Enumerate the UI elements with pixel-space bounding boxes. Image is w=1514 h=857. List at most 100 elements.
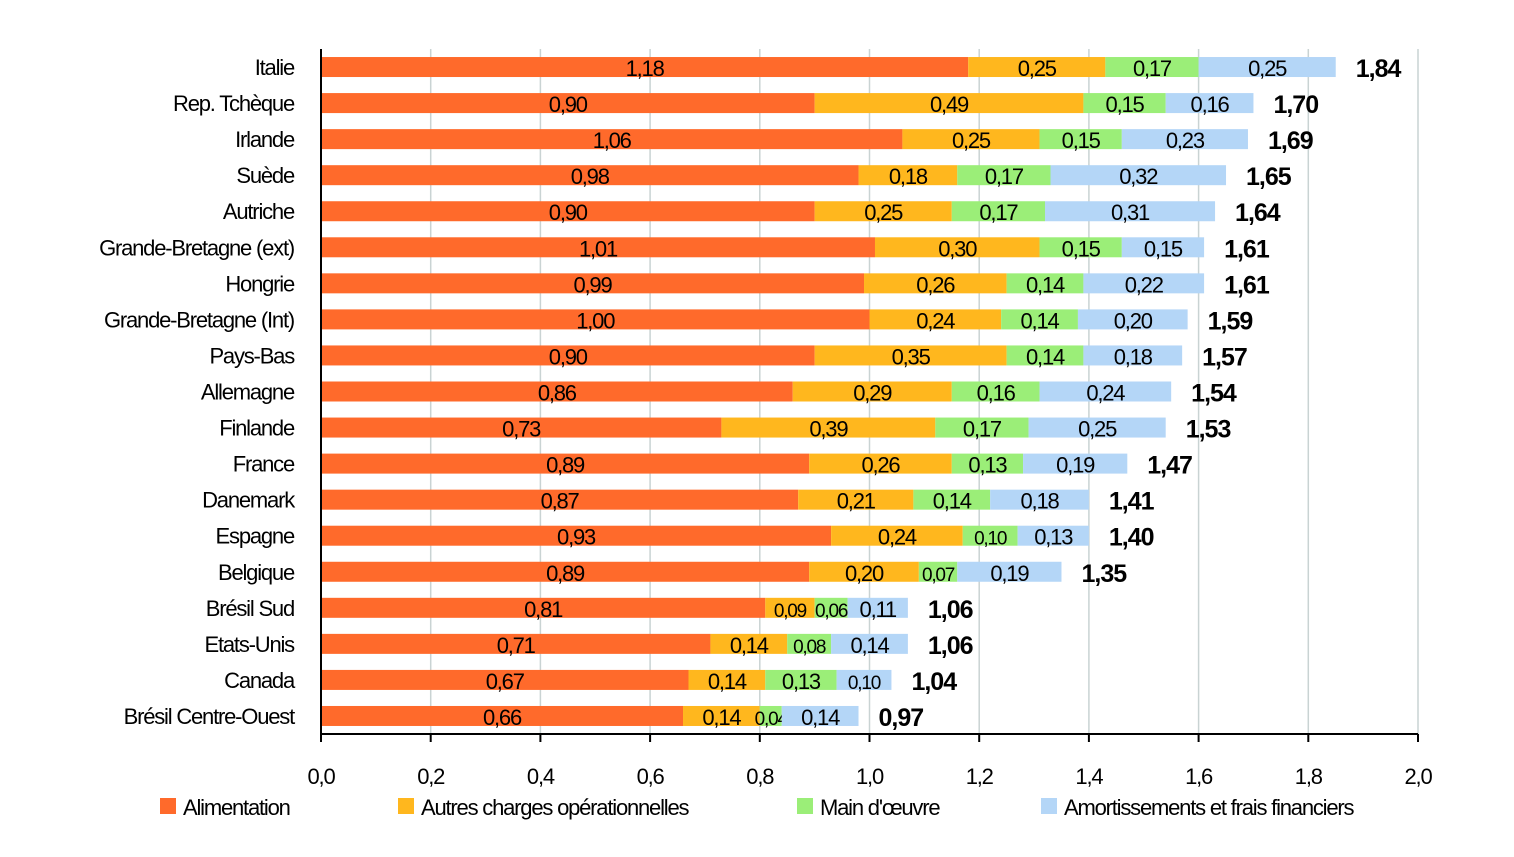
x-tick-label: 1,2: [966, 764, 994, 789]
bar-segment: [321, 57, 969, 78]
data-label: 0,16: [977, 381, 1016, 406]
data-label: 0,10: [848, 673, 881, 694]
data-label: 0,71: [497, 633, 536, 658]
total-label: 1,70: [1273, 91, 1318, 119]
bar-segment: [1077, 309, 1188, 330]
category-label: Finlande: [219, 416, 295, 441]
x-tick-label: 0,2: [417, 764, 445, 789]
data-label: 0,15: [1062, 128, 1101, 153]
bar-segment: [913, 489, 991, 510]
bar-segment: [721, 417, 936, 438]
bar-segment: [957, 561, 1062, 582]
data-label: 0,81: [524, 597, 563, 622]
bar-segment: [1165, 93, 1254, 114]
data-label: 0,14: [1021, 308, 1060, 333]
bar-segment: [321, 597, 766, 618]
category-label: Brésil Sud: [206, 596, 294, 621]
bar-segment: [847, 597, 908, 618]
bar-segment: [1001, 309, 1078, 330]
category-label: Rep. Tchèque: [173, 91, 295, 116]
data-label: 0,19: [1056, 453, 1095, 478]
bar-segment: [1017, 525, 1089, 546]
total-label: 1,54: [1191, 380, 1237, 408]
data-label: 0,07: [922, 565, 955, 586]
legend: Alimentation Autres charges opérationnell…: [160, 795, 1356, 820]
bar-segment: [765, 669, 837, 690]
bar-segment: [831, 633, 908, 654]
bar-segment: [1105, 57, 1199, 78]
data-label: 0,13: [1034, 525, 1073, 550]
total-label: 1,47: [1147, 452, 1192, 480]
bar-segment: [962, 525, 1018, 546]
data-label: 0,24: [878, 525, 917, 550]
bar-segment: [792, 381, 952, 402]
data-label: 0,14: [730, 633, 769, 658]
bar-segment: [321, 309, 870, 330]
bar-segment: [1121, 129, 1248, 150]
data-label: 0,29: [853, 381, 892, 406]
data-label: 0,18: [1021, 489, 1060, 514]
category-label: Pays-Bas: [209, 343, 295, 368]
bar-segment: [321, 669, 689, 690]
bar-segment: [935, 417, 1029, 438]
category-label: Suède: [236, 163, 295, 188]
category-label: Espagne: [216, 524, 295, 549]
bar-segment: [836, 669, 892, 690]
bars: 1,18 0,25 0,17 0,25 1,84 0,90 0,49 0,15 0,16 1,70…: [321, 55, 1402, 732]
bar-segment: [321, 273, 865, 294]
bar-segment: [864, 273, 1007, 294]
data-label: 0,26: [916, 272, 955, 297]
data-label: 0,99: [573, 272, 612, 297]
total-label: 1,40: [1109, 524, 1154, 552]
data-label: 0,14: [850, 633, 889, 658]
bar-segment: [1083, 93, 1166, 114]
category-label: Canada: [224, 668, 296, 693]
data-label: 0,17: [1133, 56, 1172, 81]
data-label: 0,26: [861, 453, 900, 478]
category-label: Grande-Bretagne (ext): [99, 235, 294, 260]
bar-segment: [321, 345, 815, 366]
data-label: 0,14: [1026, 272, 1065, 297]
data-label: 0,25: [1078, 417, 1117, 442]
data-label: 0,24: [1086, 381, 1125, 406]
bar-segment: [951, 453, 1024, 474]
data-label: 0,49: [930, 92, 969, 117]
bar-segment: [951, 201, 1046, 222]
data-label: 0,09: [774, 601, 807, 622]
data-label: 0,13: [968, 453, 1007, 478]
category-label: Etats-Unis: [205, 632, 296, 657]
data-label: 0,87: [541, 489, 580, 514]
x-tick-label: 1,0: [856, 764, 884, 789]
total-label: 1,06: [928, 632, 973, 660]
data-label: 0,22: [1125, 272, 1164, 297]
category-label: Brésil Centre-Ouest: [124, 704, 295, 729]
x-tick-label: 1,8: [1295, 764, 1323, 789]
bar-segment: [1006, 345, 1084, 366]
bar-segment: [1039, 381, 1172, 402]
bar-segment: [1028, 417, 1166, 438]
data-label: 0,31: [1111, 200, 1150, 225]
data-label: 0,86: [538, 381, 577, 406]
category-label: Italie: [255, 55, 295, 80]
bar-segment: [831, 525, 963, 546]
axes: 0,0 0,2 0,4 0,6 0,8 1,0 1,2 1,4 1,6 1,8 2,0 Italie R…: [99, 49, 1434, 789]
total-label: 1,53: [1186, 416, 1231, 444]
bar-segment: [1045, 201, 1216, 222]
legend-swatch: [797, 798, 813, 814]
data-label: 0,18: [1114, 344, 1153, 369]
data-label: 0,17: [963, 417, 1002, 442]
legend-label: Amortissements et frais financiers: [1064, 795, 1355, 820]
bar-segment: [902, 129, 1040, 150]
bar-segment: [321, 489, 799, 510]
category-label: Autriche: [223, 199, 295, 224]
data-label: 0,18: [889, 164, 928, 189]
bar-segment: [814, 93, 1084, 114]
total-label: 1,41: [1109, 488, 1155, 516]
legend-label: Autres charges opérationnelles: [421, 795, 689, 820]
bar-segment: [321, 705, 684, 726]
bar-segment: [1083, 273, 1205, 294]
data-label: 0,17: [985, 164, 1024, 189]
category-label: Allemagne: [201, 380, 295, 405]
bar-segment: [968, 57, 1106, 78]
data-label: 0,14: [1026, 344, 1065, 369]
